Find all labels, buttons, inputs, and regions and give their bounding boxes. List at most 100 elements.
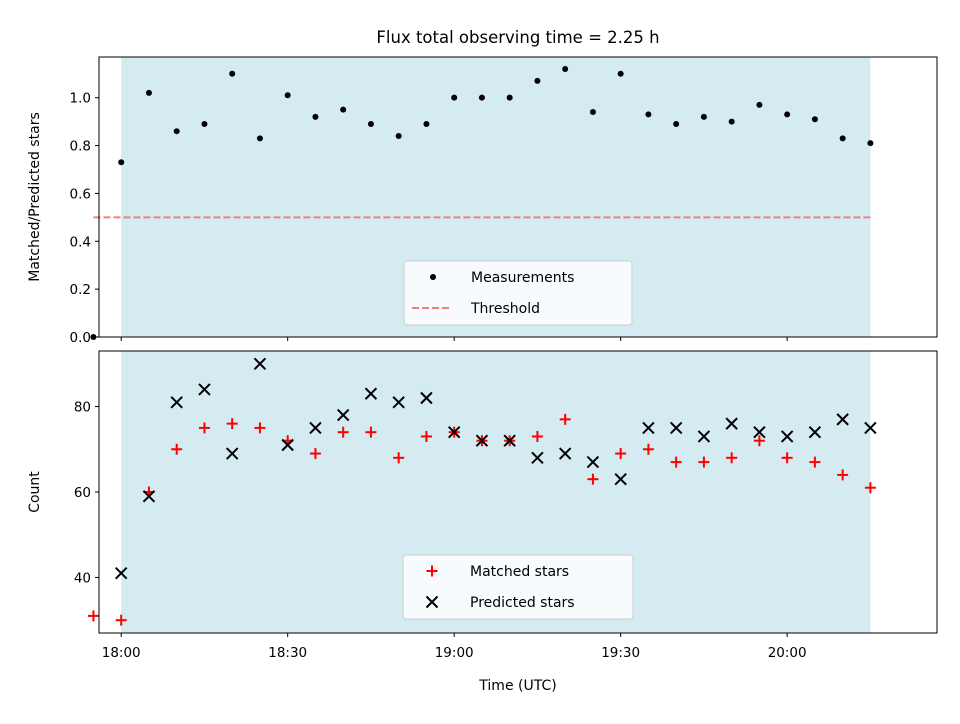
measurements-point [562, 65, 569, 72]
measurements-point [118, 159, 125, 166]
measurements-point [506, 94, 513, 101]
ratio-panel: 0.0 0.2 0.4 0.6 0.8 1.0 Flux total observing … [27, 28, 938, 346]
matched-stars-point [393, 452, 405, 464]
legend-symbol-predicted-stars [425, 595, 439, 609]
predicted-stars-point [475, 434, 489, 447]
matched-stars-point [420, 430, 432, 442]
matched-stars-point [171, 443, 183, 455]
matched-stars-point [670, 456, 682, 468]
matched-stars-point [864, 482, 876, 494]
y-tick-label: 40 [74, 570, 91, 586]
x-tick-label: 19:00 [435, 645, 474, 661]
measurements-point [145, 89, 152, 96]
count-ticks: 40 60 80 18:00 18:30 19:00 19:30 20:00 [74, 400, 807, 661]
matched-stars-point [254, 422, 266, 434]
ratio-marks [90, 65, 874, 340]
predicted-stars-point [142, 490, 156, 503]
x-tick-label: 18:30 [268, 645, 307, 661]
y-tick-label: 60 [74, 485, 91, 501]
x-tick-label: 20:00 [768, 645, 807, 661]
predicted-stars-point [336, 408, 350, 422]
matched-stars-point [531, 430, 543, 442]
predicted-stars-point [114, 566, 128, 580]
ratio-ticks: 0.0 0.2 0.4 0.6 0.8 1.0 [70, 91, 788, 346]
legend-label-threshold: Threshold [470, 301, 540, 317]
measurements-point [839, 135, 846, 142]
matched-stars-point [753, 435, 765, 447]
legend-label-matched-stars: Matched stars [470, 564, 569, 580]
measurements-point [811, 116, 818, 123]
predicted-stars-point [531, 451, 544, 465]
y-tick-label: 0.8 [70, 139, 91, 155]
x-axis-label: Time (UTC) [478, 678, 556, 694]
predicted-stars-point [808, 425, 822, 439]
predicted-stars-point [447, 425, 461, 439]
ratio-legend: Measurements Threshold [403, 260, 633, 326]
measurements-point [478, 94, 485, 101]
measurements-point [367, 121, 374, 128]
measurements-point [756, 101, 763, 108]
predicted-stars-point [503, 434, 516, 447]
predicted-stars-point [586, 455, 600, 469]
matched-stars-point [365, 426, 377, 438]
legend-label-predicted-stars: Predicted stars [470, 595, 575, 611]
matched-stars-point [337, 426, 349, 438]
matched-stars-point [642, 443, 654, 455]
count-legend-box [402, 554, 634, 620]
matched-stars-point [559, 413, 571, 425]
measurements-point [90, 334, 97, 340]
count-legend: Matched stars Predicted stars [402, 554, 634, 620]
predicted-stars-point [642, 421, 655, 435]
count-y-axis-label: Count [27, 471, 43, 513]
x-tick-label: 18:00 [102, 645, 141, 661]
measurements-point [173, 128, 180, 135]
predicted-stars-point [780, 430, 794, 443]
legend-symbol-measurements [430, 274, 436, 280]
ratio-y-axis-label: Matched/Predicted stars [27, 112, 43, 282]
legend-marker [426, 565, 438, 577]
y-tick-label: 0.6 [70, 186, 91, 202]
count-panel: 40 60 80 18:00 18:30 19:00 19:30 20:00 Time (UT… [27, 350, 938, 694]
y-tick-label: 0.0 [70, 330, 91, 346]
predicted-stars-point [725, 417, 738, 430]
ratio-axes-frame [98, 56, 938, 338]
measurements-point [700, 113, 707, 120]
predicted-stars-point [614, 472, 627, 486]
matched-stars-point [781, 452, 793, 464]
predicted-stars-point [281, 438, 294, 452]
predicted-stars-point [753, 425, 766, 439]
count-marks [87, 357, 877, 626]
measurements-point [617, 70, 624, 77]
y-tick-label: 80 [74, 400, 91, 416]
measurements-point [284, 92, 291, 99]
predicted-stars-point [392, 396, 405, 409]
measurements-point [229, 70, 236, 77]
measurements-point [201, 121, 208, 128]
predicted-stars-point [558, 447, 572, 460]
predicted-stars-point [669, 421, 683, 435]
predicted-stars-point [836, 413, 849, 426]
predicted-stars-point [864, 421, 877, 435]
matched-stars-point [837, 469, 849, 481]
measurements-point [673, 121, 680, 128]
measurements-point [340, 106, 347, 113]
matched-stars-point [226, 418, 238, 430]
predicted-stars-point [420, 391, 433, 405]
matched-stars-point [309, 448, 321, 460]
measurements-point [423, 121, 430, 128]
x-tick-label: 19:30 [601, 645, 640, 661]
y-tick-label: 0.2 [70, 282, 91, 298]
measurements-point [728, 118, 735, 125]
matched-stars-point [198, 422, 210, 434]
y-tick-label: 1.0 [70, 91, 91, 107]
measurements-point [867, 140, 874, 147]
chart-title: Flux total observing time = 2.25 h [376, 28, 659, 47]
measurements-point [256, 135, 263, 142]
measurements-point [312, 113, 319, 120]
matched-stars-point [587, 473, 599, 485]
measurements-point [784, 111, 791, 118]
matched-stars-point [726, 452, 738, 464]
y-tick-label: 0.4 [70, 234, 91, 250]
matched-stars-point [615, 448, 627, 460]
